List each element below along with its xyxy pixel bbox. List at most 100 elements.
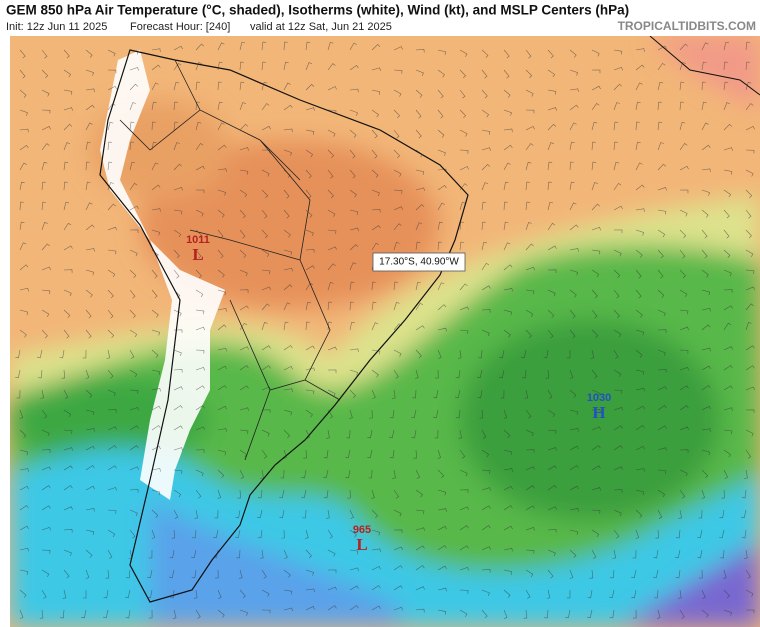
wind-barb: [723, 346, 733, 351]
wind-barb: [723, 102, 731, 111]
wind-barb: [151, 229, 161, 236]
wind-barb: [63, 181, 68, 191]
wind-barb: [107, 141, 112, 151]
wind-barb: [609, 609, 615, 619]
wind-barb: [214, 509, 219, 519]
wind-barb: [151, 184, 161, 191]
wind-barb: [679, 426, 689, 431]
wind-barb: [41, 181, 46, 191]
wind-barb: [172, 609, 177, 619]
wind-barb: [19, 242, 27, 251]
wind-barb: [525, 49, 532, 59]
wind-barb: [745, 322, 752, 331]
wind-barb: [723, 289, 733, 293]
wind-barb: [349, 42, 357, 51]
wind-barb: [19, 49, 26, 59]
wind-barb: [107, 509, 117, 514]
wind-barb: [437, 202, 445, 211]
wind-barb: [525, 69, 533, 79]
wind-barb: [41, 109, 51, 114]
wind-barb: [723, 305, 733, 311]
wind-barb: [503, 449, 513, 456]
wind-barb: [41, 89, 50, 97]
wind-barb: [85, 269, 95, 276]
wind-barb: [367, 449, 373, 459]
wind-barb: [437, 89, 444, 99]
wind-barb: [675, 569, 681, 579]
wind-barb: [305, 529, 309, 539]
wind-barb: [437, 545, 447, 551]
wind-barb: [723, 385, 733, 391]
wind-barb: [173, 489, 182, 498]
wind-barb: [547, 329, 554, 339]
wind-barb: [657, 45, 667, 51]
wind-barb: [525, 549, 535, 554]
wind-barb: [147, 569, 153, 579]
wind-barb: [437, 349, 442, 359]
wind-barb: [349, 281, 355, 291]
cool-core: [460, 320, 720, 520]
wind-barb: [63, 329, 70, 339]
wind-barb: [107, 329, 115, 339]
wind-barb: [261, 229, 268, 239]
wind-barb: [503, 589, 511, 598]
wind-barb: [19, 449, 29, 456]
wind-barb: [481, 49, 489, 58]
wind-barb: [235, 509, 241, 519]
wind-barb: [745, 61, 750, 71]
wind-barb: [261, 103, 270, 111]
wind-barb: [413, 449, 417, 459]
wind-barb: [41, 126, 51, 131]
wind-barb: [239, 385, 249, 391]
wind-barb: [371, 301, 377, 311]
wind-barb: [697, 549, 703, 559]
wind-barb: [613, 309, 620, 319]
wind-barb: [349, 567, 359, 572]
wind-barb: [148, 549, 153, 559]
continent-outline: [99, 49, 469, 603]
wind-barb: [503, 201, 508, 211]
wind-barb: [591, 369, 598, 379]
wind-barb: [437, 489, 447, 496]
wind-barb: [63, 269, 73, 273]
wind-barb: [477, 389, 483, 399]
wind-barb: [393, 565, 403, 571]
wind-barb: [547, 465, 557, 471]
wind-barb: [723, 407, 733, 411]
wind-barb: [283, 249, 293, 256]
center-value: 1011: [186, 234, 210, 246]
wind-barb: [173, 425, 183, 431]
wind-barb: [697, 529, 703, 539]
wind-barb: [657, 81, 664, 91]
wind-barb: [723, 322, 732, 331]
wind-barb: [305, 249, 315, 253]
wind-barb: [525, 143, 534, 151]
wind-barb: [459, 545, 469, 551]
wind-barb: [19, 429, 27, 439]
wind-barb: [481, 147, 491, 151]
wind-barb: [389, 409, 395, 419]
wind-barb: [85, 88, 95, 93]
wind-barb: [657, 121, 663, 131]
wind-barb: [305, 569, 314, 576]
wind-barb: [437, 282, 445, 291]
wind-barb: [283, 607, 293, 612]
wind-barb: [745, 249, 754, 257]
wind-barb: [19, 505, 29, 511]
wind-barb: [173, 45, 183, 51]
wind-barb: [481, 69, 488, 79]
wind-barb: [19, 181, 25, 191]
wind-barb: [261, 169, 270, 177]
wind-barb: [393, 149, 401, 159]
wind-barb: [85, 202, 93, 211]
coldest-band: [620, 540, 760, 627]
wind-barb: [349, 88, 359, 93]
wind-barb: [63, 465, 73, 471]
wind-barb: [195, 609, 201, 619]
wind-barb: [679, 165, 689, 171]
wind-barb: [679, 121, 686, 131]
wind-barb: [239, 41, 246, 51]
wind-barb: [371, 389, 376, 399]
wind-barb: [521, 349, 527, 359]
